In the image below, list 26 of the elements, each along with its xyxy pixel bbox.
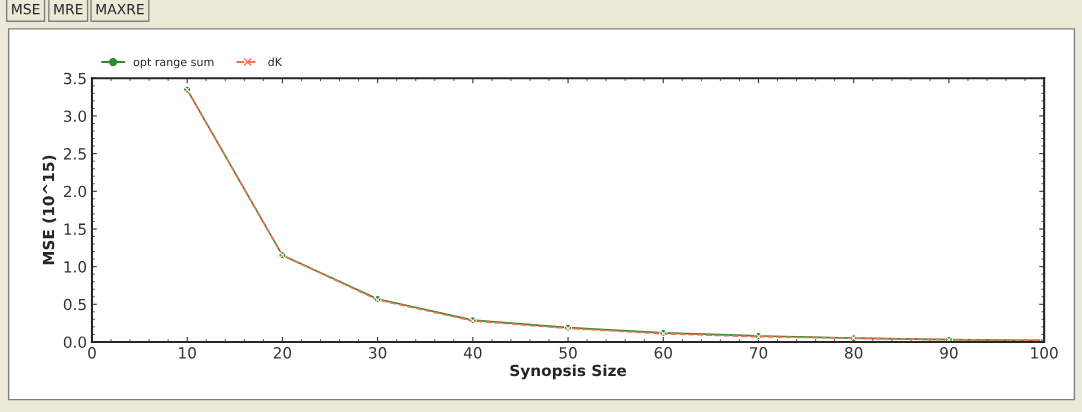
y-tick-label: 1.5 <box>64 223 86 235</box>
text: MRE <box>54 4 83 15</box>
y-tick-label: 0.5 <box>63 298 86 311</box>
y-tick-label: 3.5 <box>63 72 86 85</box>
y-tick-label: 2.0 <box>63 185 87 198</box>
text: MSE <box>12 3 40 15</box>
x-tick-label: 20 <box>273 347 292 359</box>
y-tick-label: 2.5 <box>63 148 86 160</box>
x-tick-label: 90 <box>940 347 958 359</box>
x-tick-label: 10 <box>179 347 196 359</box>
x-tick-label: 100 <box>1031 347 1058 359</box>
legend-label: opt range sum <box>133 58 214 69</box>
y-axis-title: MSE (10^15) <box>42 155 57 265</box>
y-tick-label: 3.0 <box>63 110 87 122</box>
text: MAXRE <box>96 4 144 15</box>
x-tick-label: 80 <box>845 347 863 359</box>
x-tick-label: 50 <box>559 347 577 359</box>
y-tick-label: 1.0 <box>64 261 87 273</box>
x-tick-label: 70 <box>750 347 768 359</box>
x-tick-label: 40 <box>463 347 482 359</box>
x-tick-label: 60 <box>654 347 672 359</box>
x-tick-label: 0 <box>88 347 96 359</box>
y-tick-label: 0.0 <box>63 336 87 348</box>
legend-label: dK <box>268 57 283 67</box>
x-axis-title: Synopsis Size <box>510 364 627 380</box>
x-tick-label: 30 <box>369 347 387 359</box>
